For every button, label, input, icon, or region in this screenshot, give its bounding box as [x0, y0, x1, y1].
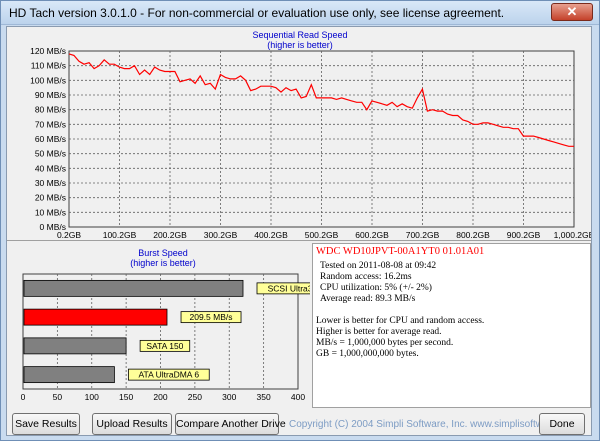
read-y-tick-label: 30 MB/s: [35, 178, 66, 188]
burst-speed-panel: Burst Speed (higher is better) SCSI Ultr…: [7, 243, 333, 408]
burst-x-tick-label: 100: [85, 392, 99, 402]
footer-bar: Save Results Upload Results Compare Anot…: [7, 410, 591, 436]
done-button[interactable]: Done: [539, 413, 585, 435]
read-y-tick-label: 60 MB/s: [35, 134, 66, 144]
burst-x-tick-label: 200: [153, 392, 167, 402]
burst-bar-tested: [23, 308, 168, 326]
drive-model: WDC WD10JPVT-00A1YT0 01.01A01: [316, 246, 485, 257]
read-x-tick-label: 600.2GB: [355, 230, 389, 240]
read-y-tick-label: 40 MB/s: [35, 163, 66, 173]
burst-bar-reference: [23, 279, 244, 297]
burst-bar-reference: [23, 366, 115, 384]
sequential-read-chart: Sequential Read Speed (higher is better)…: [30, 30, 595, 240]
note-line: Higher is better for average read.: [316, 327, 442, 337]
burst-bar-label-box: [139, 339, 191, 352]
upload-results-button[interactable]: Upload Results: [92, 413, 172, 435]
note-line: GB = 1,000,000,000 bytes.: [316, 349, 419, 359]
read-y-tick-label: 10 MB/s: [35, 207, 66, 217]
read-y-tick-label: 0 MB/s: [40, 222, 66, 232]
burst-x-tick-label: 300: [222, 392, 236, 402]
burst-x-tick-label: 400: [291, 392, 305, 402]
close-button[interactable]: ✕: [551, 3, 593, 21]
note-line: Lower is better for CPU and random acces…: [316, 316, 485, 326]
random-access: Random access: 16.2ms: [320, 272, 412, 282]
burst-bar-label-box: [180, 311, 242, 324]
compare-drive-button[interactable]: Compare Another Drive: [175, 413, 286, 435]
window-title: HD Tach version 3.0.1.0 - For non-commer…: [9, 6, 505, 20]
burst-bar-label-box: [128, 368, 210, 381]
burst-bar-label: ATA UltraDMA 6: [138, 370, 199, 380]
test-date: Tested on 2011-08-08 at 09:42: [320, 261, 437, 271]
read-y-tick-label: 70 MB/s: [35, 119, 66, 129]
read-chart-title: Sequential Read Speed: [252, 30, 347, 40]
burst-speed-chart: Burst Speed (higher is better) SCSI Ultr…: [21, 248, 333, 402]
note-line: MB/s = 1,000,000 bytes per second.: [316, 338, 454, 348]
read-speed-line: [68, 53, 574, 147]
sequential-read-panel: Sequential Read Speed (higher is better)…: [7, 27, 595, 241]
read-x-tick-label: 900.2GB: [507, 230, 541, 240]
read-y-tick-label: 80 MB/s: [35, 105, 66, 115]
burst-x-tick-label: 150: [119, 392, 133, 402]
burst-x-tick-label: 50: [53, 392, 63, 402]
read-x-tick-label: 800.2GB: [456, 230, 490, 240]
save-results-button[interactable]: Save Results: [12, 413, 80, 435]
burst-bar-label: SATA 150: [146, 341, 183, 351]
read-y-tick-label: 120 MB/s: [30, 46, 66, 56]
burst-bar-label: SCSI Ultra320: [268, 283, 310, 293]
burst-bar-label: 209.5 MB/s: [190, 312, 233, 322]
read-x-tick-label: 1,000.2GB: [554, 230, 591, 240]
burst-x-tick-label: 350: [257, 392, 271, 402]
burst-chart-title: Burst Speed: [138, 248, 188, 258]
cpu-utilization: CPU utilization: 5% (+/- 2%): [320, 283, 432, 293]
read-x-tick-label: 200.2GB: [153, 230, 187, 240]
results-info-panel: WDC WD10JPVT-00A1YT0 01.01A01 Tested on …: [312, 243, 591, 408]
read-chart-subtitle: (higher is better): [267, 40, 333, 50]
burst-x-tick-label: 250: [188, 392, 202, 402]
read-y-tick-label: 90 MB/s: [35, 90, 66, 100]
read-y-tick-label: 50 MB/s: [35, 149, 66, 159]
average-read: Average read: 89.3 MB/s: [320, 294, 416, 304]
read-x-tick-label: 500.2GB: [305, 230, 339, 240]
read-x-tick-label: 400.2GB: [254, 230, 288, 240]
read-x-tick-label: 100.2GB: [103, 230, 137, 240]
read-x-tick-label: 300.2GB: [204, 230, 238, 240]
read-y-tick-label: 100 MB/s: [30, 75, 66, 85]
copyright-text: Copyright (C) 2004 Simpli Software, Inc.…: [289, 419, 580, 430]
read-x-tick-label: 0.2GB: [57, 230, 81, 240]
burst-chart-subtitle: (higher is better): [130, 258, 196, 268]
burst-bar-reference: [23, 337, 127, 355]
read-y-tick-label: 20 MB/s: [35, 193, 66, 203]
title-bar: HD Tach version 3.0.1.0 - For non-commer…: [1, 1, 599, 25]
read-y-tick-label: 110 MB/s: [31, 61, 66, 71]
close-icon: ✕: [566, 4, 578, 19]
read-x-tick-label: 700.2GB: [406, 230, 440, 240]
burst-x-tick-label: 0: [21, 392, 26, 402]
